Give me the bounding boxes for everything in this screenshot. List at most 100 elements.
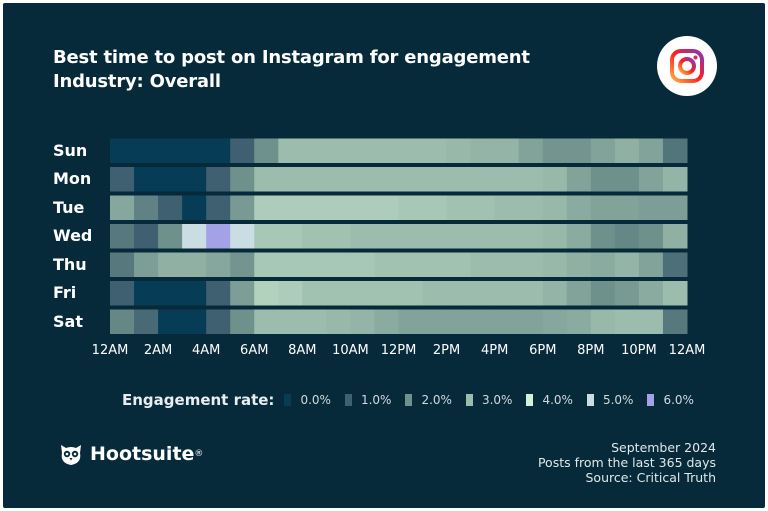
heatmap-cell	[302, 281, 327, 306]
row-label: Sun	[53, 140, 88, 160]
heatmap-cell	[110, 167, 135, 192]
heatmap-cell	[470, 167, 496, 192]
heatmap-cell	[494, 224, 520, 249]
legend: Engagement rate: 0.0% 1.0% 2.0% 3.0% 4.0% 5.0…	[122, 391, 708, 409]
heatmap-cell	[374, 195, 399, 220]
heatmap-cell	[518, 167, 544, 192]
heatmap-cell	[110, 309, 135, 334]
heatmap-cell	[542, 309, 568, 334]
legend-label: 5.0%	[602, 393, 634, 407]
row-label: Mon	[53, 169, 92, 188]
heatmap-cell	[422, 167, 448, 192]
heatmap-cell	[350, 224, 375, 249]
heatmap-cell	[350, 252, 375, 277]
heatmap-cell	[302, 309, 327, 334]
row-label: Sat	[53, 311, 83, 331]
legend-swatch	[647, 394, 655, 406]
heatmap-cell	[638, 138, 664, 163]
heatmap-cell	[590, 195, 616, 220]
heatmap-cell	[614, 195, 640, 220]
legend-label: 3.0%	[481, 393, 513, 407]
heatmap-cell	[614, 281, 640, 306]
x-tick-label: 4AM	[191, 343, 221, 358]
x-tick-label: 6PM	[529, 343, 557, 358]
heatmap-cell	[518, 195, 544, 220]
x-tick-label: 12PM	[380, 343, 417, 358]
heatmap-cell	[302, 138, 327, 163]
heatmap-cell	[398, 138, 424, 163]
x-tick-label: 2PM	[432, 343, 461, 358]
chart-title: Best time to post on Instagram for engag…	[53, 47, 530, 68]
heatmap-cell	[182, 138, 207, 163]
legend-title: Engagement rate:	[122, 391, 275, 409]
footer-source: Source: Critical Truth	[585, 470, 717, 485]
heatmap-cell	[134, 195, 159, 220]
owl-icon	[61, 445, 81, 465]
heatmap-cell	[158, 167, 183, 192]
heatmap-cell	[398, 195, 424, 220]
heatmap-cell	[158, 281, 183, 306]
heatmap-cell	[614, 224, 640, 249]
legend-label: 0.0%	[300, 393, 331, 407]
heatmap-cell	[230, 167, 255, 192]
heatmap-cell	[206, 224, 231, 249]
heatmap-cell	[374, 224, 399, 249]
heatmap-cell	[470, 309, 496, 334]
footer-date: September 2024	[611, 440, 716, 455]
heatmap-cell	[662, 224, 688, 249]
heatmap-cell	[254, 252, 279, 277]
heatmap-cell	[494, 309, 520, 334]
heatmap-cell	[182, 167, 207, 192]
heatmap-cell	[134, 224, 159, 249]
heatmap-cell	[254, 138, 279, 163]
heatmap-cell	[110, 138, 135, 163]
heatmap-cell	[206, 195, 231, 220]
heatmap-cell	[350, 138, 375, 163]
legend-swatch	[465, 394, 473, 406]
heatmap-cell	[590, 252, 616, 277]
heatmap-cell	[326, 138, 351, 163]
heatmap-cell	[470, 138, 496, 163]
heatmap-cell	[470, 252, 496, 277]
heatmap-cell	[350, 167, 375, 192]
heatmap-cell	[398, 167, 424, 192]
heatmap-cell	[446, 138, 472, 163]
heatmap-cell	[614, 167, 640, 192]
heatmap-cell	[326, 309, 351, 334]
heatmap-cell	[638, 309, 664, 334]
heatmap-cell	[542, 281, 568, 306]
heatmap-cell	[110, 281, 135, 306]
heatmap-cell	[254, 281, 279, 306]
heatmap-cell	[398, 224, 424, 249]
heatmap-cell	[494, 167, 520, 192]
hootsuite-logo: Hootsuite ®	[58, 441, 203, 467]
heatmap-cell	[374, 138, 399, 163]
x-tick-label: 4PM	[480, 343, 509, 358]
heatmap-cell	[542, 224, 568, 249]
legend-label: 1.0%	[360, 393, 392, 407]
heatmap-cell	[542, 195, 568, 220]
heatmap-cell	[158, 309, 183, 334]
heatmap-cell	[422, 195, 448, 220]
heatmap-cell	[446, 195, 472, 220]
heatmap-cell	[254, 224, 279, 249]
heatmap-cell	[182, 195, 207, 220]
heatmap-cell	[230, 309, 255, 334]
x-tick-label: 6AM	[240, 343, 269, 358]
x-tick-label: 8PM	[577, 343, 605, 358]
heatmap-cell	[422, 224, 448, 249]
heatmap-cell	[206, 138, 231, 163]
instagram-logo-icon	[657, 36, 717, 96]
row-label: Wed	[53, 226, 93, 245]
heatmap-cell	[398, 309, 424, 334]
heatmap-cell	[614, 252, 640, 277]
heatmap-cell	[446, 309, 472, 334]
heatmap-cell	[134, 281, 159, 306]
heatmap-cell	[158, 138, 183, 163]
heatmap-cell	[470, 224, 496, 249]
heatmap-cell	[662, 309, 688, 334]
heatmap-cell	[590, 224, 616, 249]
heatmap-cell	[542, 138, 568, 163]
chart-subtitle: Industry: Overall	[53, 71, 221, 92]
